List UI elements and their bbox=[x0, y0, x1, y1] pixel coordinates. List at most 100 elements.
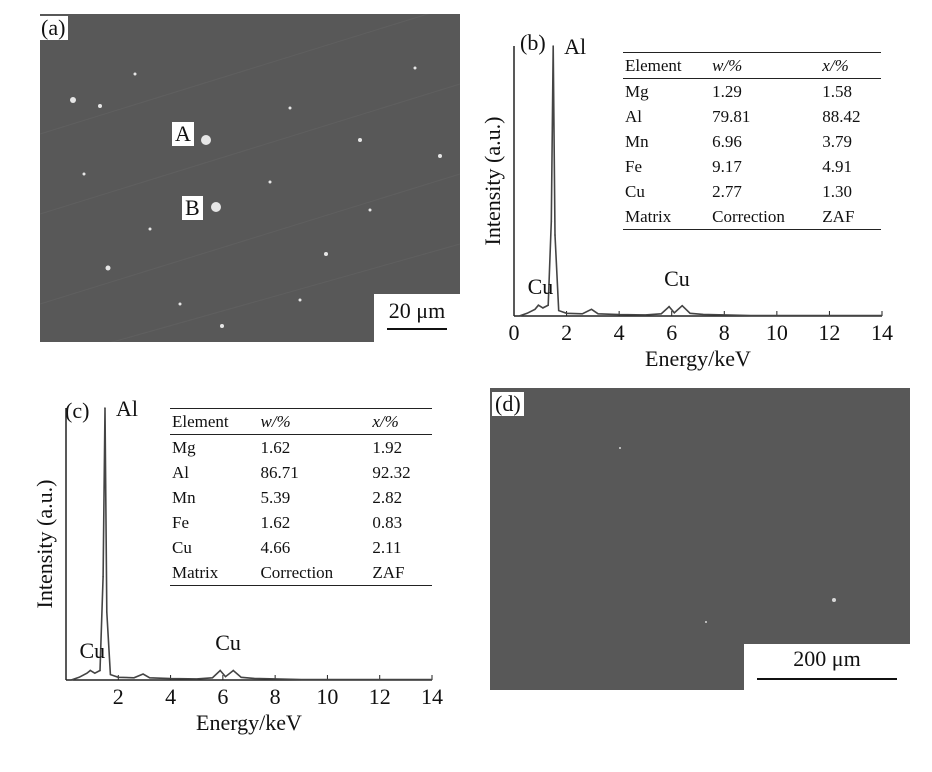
panel-label-c: (c) bbox=[65, 398, 89, 423]
peak-label-cu: Cu bbox=[215, 630, 241, 655]
peak-label-al: Al bbox=[116, 396, 138, 421]
table-cell: 2.82 bbox=[372, 488, 403, 507]
x-tick-label: 10 bbox=[766, 320, 788, 345]
table-cell: Matrix bbox=[625, 207, 672, 226]
spectrum-line bbox=[70, 407, 432, 681]
table-cell: 4.66 bbox=[260, 538, 291, 557]
table-row: Mn 6.96 3.79 bbox=[623, 129, 881, 154]
spectrum-point bbox=[554, 234, 556, 236]
table-cell: 1.30 bbox=[822, 182, 853, 201]
table-cell: Mg bbox=[625, 82, 649, 101]
spectrum-point bbox=[550, 220, 553, 223]
table-header-element: Element bbox=[170, 409, 259, 435]
table-header-x: x/% bbox=[370, 409, 432, 435]
table-cell: Mn bbox=[172, 488, 196, 507]
table-header-element: Element bbox=[623, 53, 711, 79]
x-tick-label: 4 bbox=[614, 320, 625, 345]
table-row: Cu 2.77 1.30 bbox=[623, 179, 881, 204]
table-cell: 1.58 bbox=[822, 82, 853, 101]
table-row: Matrix Correction ZAF bbox=[170, 560, 432, 585]
table-cell: 1.62 bbox=[260, 513, 291, 532]
spectrum-point bbox=[104, 407, 106, 409]
spectrum-point bbox=[232, 669, 235, 672]
x-tick-label: 10 bbox=[316, 684, 338, 709]
table-cell: Fe bbox=[172, 513, 189, 532]
spectrum-point bbox=[542, 307, 544, 309]
table-cell: Al bbox=[172, 463, 189, 482]
y-axis-label: Intensity (a.u.) bbox=[480, 117, 505, 246]
eds-chart-b: (b) 0 2 4 6 8 10 12 14 Energy/keV Intensity (a.u.… bbox=[480, 30, 893, 371]
scale-bar-d-line bbox=[757, 678, 897, 680]
spectrum-point bbox=[99, 669, 101, 672]
spectrum-point bbox=[681, 304, 684, 307]
table-row: Fe 9.17 4.91 bbox=[623, 154, 881, 179]
table-row: Mn 5.39 2.82 bbox=[170, 485, 432, 510]
spectrum-point bbox=[219, 669, 222, 672]
x-tick-label: 6 bbox=[217, 684, 228, 709]
spectrum-point bbox=[89, 669, 92, 672]
peak-label-al: Al bbox=[564, 34, 586, 59]
spectrum-point bbox=[547, 304, 549, 307]
table-cell: Matrix bbox=[172, 563, 219, 582]
table-cell: Cu bbox=[625, 182, 645, 201]
table-cell: 1.92 bbox=[372, 438, 403, 457]
point-label-b: B bbox=[182, 196, 203, 220]
x-tick-label: 0 bbox=[509, 320, 520, 345]
table-header-w: w/% bbox=[258, 409, 371, 435]
table-cell: Mn bbox=[625, 132, 649, 151]
table-cell: Al bbox=[625, 107, 642, 126]
scale-bar-d: 200 μm bbox=[744, 644, 910, 690]
table-cell: 86.71 bbox=[260, 463, 299, 482]
table-cell: 92.32 bbox=[372, 463, 411, 482]
spectrum-line bbox=[519, 45, 882, 317]
table-cell: 3.79 bbox=[822, 132, 853, 151]
table-cell: 1.62 bbox=[260, 438, 291, 457]
panel-label-a: (a) bbox=[40, 16, 69, 40]
spectrum-point bbox=[668, 305, 670, 308]
table-cell: 4.91 bbox=[822, 157, 853, 176]
x-tick-label: 8 bbox=[270, 684, 281, 709]
x-tick-label: 2 bbox=[561, 320, 572, 345]
table-header-w: w/% bbox=[710, 53, 821, 79]
table-row: Al 86.71 92.32 bbox=[170, 460, 432, 485]
scale-bar-d-text: 200 μm bbox=[793, 646, 861, 671]
panel-label-b: (b) bbox=[520, 30, 546, 55]
table-cell: Mg bbox=[172, 438, 196, 457]
table-cell: ZAF bbox=[822, 207, 855, 226]
table-cell: Fe bbox=[625, 157, 642, 176]
table-cell: Correction bbox=[712, 207, 785, 226]
sem-image-d-texture bbox=[619, 447, 836, 623]
composition-table-c: Element w/% x/% Mg 1.62 1.92 Al 86.71 92.32 Mn… bbox=[170, 408, 432, 586]
table-row: Mg 1.62 1.92 bbox=[170, 435, 432, 461]
panel-label-d: (d) bbox=[492, 392, 524, 416]
table-cell: 5.39 bbox=[260, 488, 291, 507]
table-cell: Correction bbox=[260, 563, 334, 582]
sem-image-a-texture bbox=[40, 14, 460, 342]
table-cell: 6.96 bbox=[712, 132, 742, 151]
point-label-a: A bbox=[172, 122, 194, 146]
table-cell: ZAF bbox=[372, 563, 405, 582]
eds-chart-c: (c) 2 4 6 8 10 12 14 Energy/keV Intensity (a.u.)… bbox=[32, 396, 443, 735]
peak-label-cu: Cu bbox=[528, 274, 554, 299]
spectrum-point bbox=[105, 611, 108, 613]
scale-bar-a-line bbox=[387, 328, 447, 330]
x-tick-label: 8 bbox=[719, 320, 730, 345]
x-tick-label: 6 bbox=[666, 320, 677, 345]
table-cell: Cu bbox=[172, 538, 192, 557]
spectrum-point bbox=[537, 304, 540, 307]
table-cell: 88.42 bbox=[822, 107, 861, 126]
x-tick-label: 14 bbox=[871, 320, 893, 345]
x-axis-label: Energy/keV bbox=[196, 710, 302, 735]
scale-bar-a-text: 20 μm bbox=[388, 298, 446, 323]
table-row: Matrix Correction ZAF bbox=[623, 204, 881, 229]
table-header-x: x/% bbox=[820, 53, 881, 79]
table-cell: 2.11 bbox=[372, 538, 402, 557]
scale-bar-a: 20 μm bbox=[374, 294, 460, 342]
table-cell: 2.77 bbox=[712, 182, 742, 201]
x-tick-label: 14 bbox=[421, 684, 443, 709]
x-tick-label: 4 bbox=[165, 684, 176, 709]
sem-image-a: (a) A B 20 μm bbox=[40, 14, 460, 342]
table-row: Fe 1.62 0.83 bbox=[170, 510, 432, 535]
table-row: Mg 1.29 1.58 bbox=[623, 79, 881, 105]
composition-table-b: Element w/% x/% Mg 1.29 1.58 Al 79.81 88.42 Mn… bbox=[623, 52, 881, 230]
